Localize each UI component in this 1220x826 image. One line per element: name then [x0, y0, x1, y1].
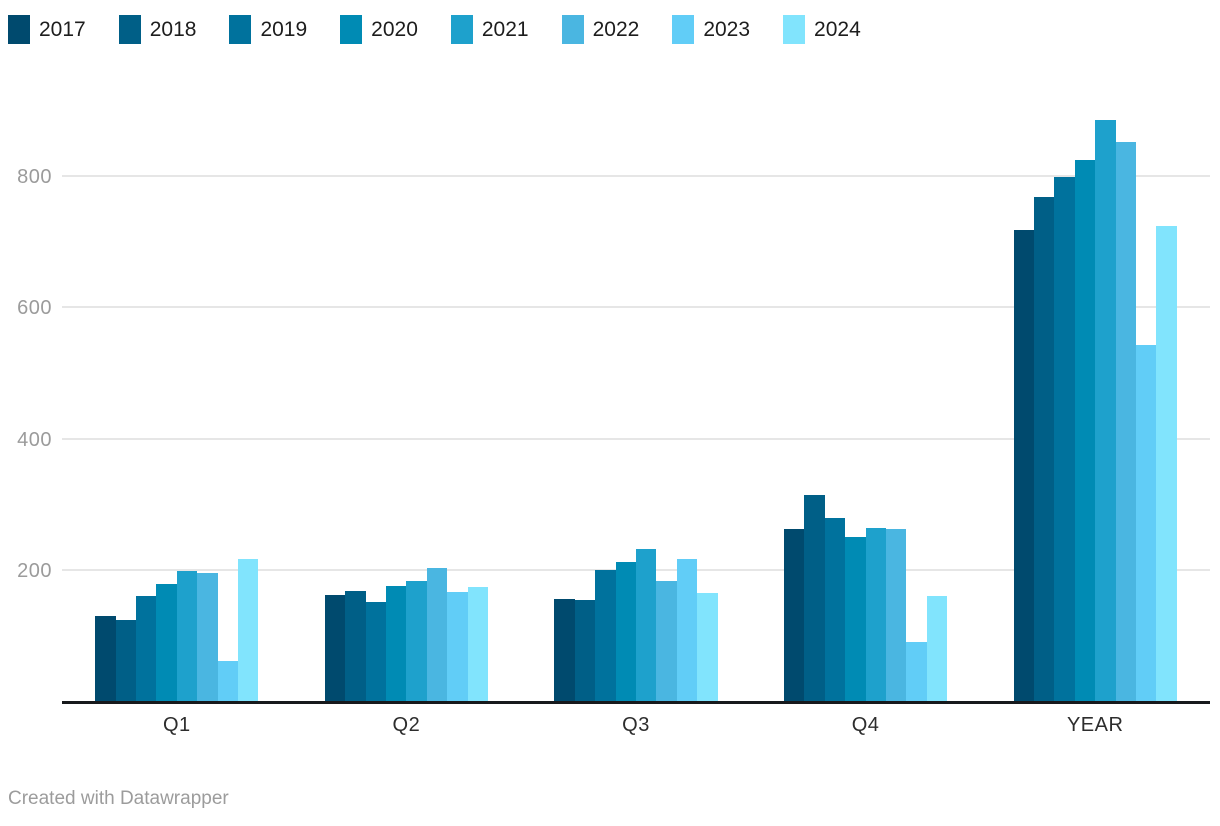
bar: [635, 549, 657, 703]
legend-item: 2022: [561, 15, 640, 44]
bar: [136, 595, 157, 703]
bar-group: [292, 111, 522, 703]
legend-item: 2020: [340, 15, 418, 44]
plot-area: [62, 111, 1210, 704]
bar: [697, 592, 718, 703]
bar-group: [980, 111, 1210, 703]
bar: [197, 573, 218, 703]
bar: [804, 494, 825, 703]
gridline: [62, 174, 1210, 177]
bar: [926, 596, 948, 703]
bar: [237, 558, 259, 703]
bar: [574, 600, 596, 703]
bar: [95, 616, 116, 703]
bar-groups: [62, 111, 1210, 703]
legend-item: 2019: [229, 15, 307, 44]
bar: [447, 591, 468, 703]
bar-group: [521, 111, 751, 703]
legend-swatch: [118, 15, 141, 44]
bar: [615, 561, 636, 703]
bar: [156, 583, 177, 703]
legend-swatch: [450, 15, 473, 44]
bar: [1156, 226, 1177, 703]
legend-item: 2018: [118, 15, 197, 44]
bar: [345, 590, 366, 703]
bar: [426, 568, 448, 703]
y-tick-label: 200: [17, 560, 52, 583]
bar: [595, 570, 616, 703]
legend-swatch: [672, 15, 695, 44]
legend-item: 2021: [450, 15, 529, 44]
gridline: [62, 306, 1210, 309]
legend-item-label: 2023: [703, 18, 751, 41]
legend-item-label: 2024: [814, 18, 861, 41]
y-tick-label: 800: [17, 165, 52, 188]
gridline: [62, 437, 1210, 440]
bar: [467, 587, 488, 703]
bar: [906, 641, 927, 703]
bar-group: [751, 111, 981, 703]
x-axis-line: [62, 701, 1210, 704]
legend-item-label: 2022: [592, 18, 640, 41]
y-tick-label: 400: [17, 428, 52, 451]
bar-group: [62, 111, 292, 703]
bar: [1095, 120, 1116, 703]
datawrapper-credit-link[interactable]: Created with Datawrapper: [8, 788, 229, 809]
bar: [784, 528, 805, 703]
legend-item-label: 2019: [260, 18, 308, 41]
bar: [1013, 230, 1034, 703]
bar: [676, 558, 698, 703]
x-tick-label: Q3: [622, 714, 650, 736]
bar: [386, 585, 407, 703]
bar: [1034, 196, 1055, 703]
bar: [845, 537, 866, 703]
bar: [1115, 141, 1136, 703]
legend-item-label: 2018: [149, 18, 197, 41]
legend-swatch: [229, 15, 252, 44]
bar: [324, 595, 346, 703]
bar: [656, 580, 677, 703]
bar: [1074, 159, 1096, 703]
legend-swatch: [783, 15, 806, 44]
legend-swatch: [8, 15, 30, 44]
bar: [824, 518, 846, 703]
bar: [1135, 344, 1157, 703]
x-tick-label: Q2: [392, 714, 421, 736]
legend-item-label: 2017: [39, 18, 86, 41]
x-tick-label: Q4: [851, 714, 880, 736]
legend-item: 2023: [672, 15, 750, 44]
x-tick-label: Q1: [162, 714, 191, 736]
legend-item-label: 2020: [371, 18, 418, 41]
legend-item: 2024: [783, 15, 861, 44]
bar: [406, 580, 427, 703]
bar: [865, 528, 886, 703]
legend-item-label: 2021: [481, 18, 529, 41]
bar: [554, 599, 575, 703]
bar: [115, 620, 137, 703]
bar: [885, 528, 907, 703]
bar: [1054, 177, 1075, 703]
x-tick-label: YEAR: [1066, 714, 1124, 736]
legend-swatch: [561, 15, 584, 44]
legend-swatch: [340, 15, 363, 44]
bar: [176, 571, 198, 703]
x-axis-labels: Q1 Q2 Q3 Q4 YEAR: [62, 714, 1210, 737]
legend: 2017 2018 2019 2020 2021 2022 2023 2024: [8, 15, 894, 44]
y-axis-labels: 200 400 600 800: [0, 111, 52, 703]
legend-item: 2017: [8, 15, 86, 44]
bar: [217, 660, 238, 703]
bar: [365, 602, 386, 703]
y-tick-label: 600: [17, 297, 52, 320]
